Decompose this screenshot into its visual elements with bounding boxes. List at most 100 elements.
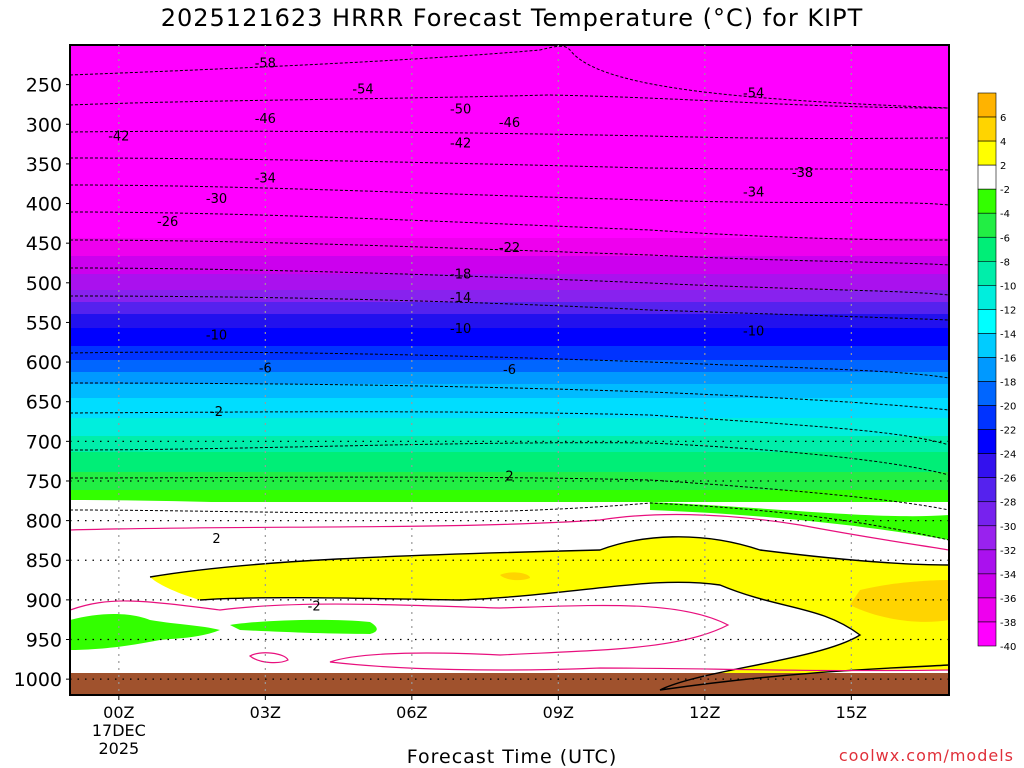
y-tick-label: 650 bbox=[26, 392, 62, 414]
colorbar-label: -28 bbox=[1000, 498, 1016, 509]
contour-label: -42 bbox=[450, 137, 471, 152]
y-tick-label: 300 bbox=[26, 114, 62, 136]
contour-fill bbox=[70, 45, 949, 695]
y-tick-label: 550 bbox=[26, 312, 62, 334]
y-tick-label: 250 bbox=[26, 75, 62, 97]
contour-label: -10 bbox=[450, 322, 471, 337]
contour-label: -38 bbox=[792, 166, 813, 181]
colorbar-label: -2 bbox=[1000, 185, 1010, 196]
y-tick-label: 450 bbox=[26, 233, 62, 255]
x-tick-label: 15Z bbox=[836, 703, 867, 722]
colorbar-swatch bbox=[977, 501, 997, 527]
colorbar-swatch bbox=[977, 92, 997, 118]
contour-label: 2 bbox=[505, 469, 513, 484]
colorbar-label: -30 bbox=[1000, 522, 1016, 533]
x-tick-year: 2025 bbox=[98, 739, 139, 758]
contour-label: -2 bbox=[308, 599, 321, 614]
contour-label: -46 bbox=[255, 112, 276, 127]
colorbar-swatch bbox=[977, 357, 997, 382]
colorbar-label: -4 bbox=[1000, 209, 1010, 220]
y-tick-label: 700 bbox=[26, 431, 62, 453]
colorbar-label: -26 bbox=[1000, 474, 1016, 485]
colorbar-label: -8 bbox=[1000, 257, 1010, 268]
colorbar-swatch bbox=[977, 212, 997, 238]
y-tick-label: 600 bbox=[26, 352, 62, 374]
colorbar-label: -16 bbox=[1000, 353, 1016, 364]
colorbar-label: -14 bbox=[1000, 329, 1016, 340]
colorbar-swatch bbox=[977, 597, 997, 623]
colorbar-label: -20 bbox=[1000, 402, 1016, 413]
contour-label: -54 bbox=[352, 83, 373, 98]
colorbar-label: -18 bbox=[1000, 378, 1016, 389]
contour-lines bbox=[70, 45, 949, 691]
x-tick-label: 06Z bbox=[396, 703, 427, 722]
colorbar-label: 6 bbox=[1000, 113, 1006, 124]
contour-label: -6 bbox=[259, 362, 272, 377]
colorbar-swatch bbox=[977, 164, 997, 190]
contour-label: -26 bbox=[157, 215, 178, 230]
colorbar-swatch bbox=[977, 285, 997, 310]
contour-label: -46 bbox=[499, 116, 520, 131]
x-tick-label: 12Z bbox=[689, 703, 720, 722]
y-tick-label: 350 bbox=[26, 154, 62, 176]
colorbar-label: 4 bbox=[1000, 137, 1006, 148]
contour-label: -34 bbox=[255, 171, 276, 186]
y-tick-label: 500 bbox=[26, 273, 62, 295]
colorbar-label: -34 bbox=[1000, 570, 1016, 581]
x-tick-label: 09Z bbox=[543, 703, 574, 722]
y-tick-label: 950 bbox=[26, 630, 62, 652]
colorbar-swatch bbox=[977, 333, 997, 358]
y-tick-label: 1000 bbox=[14, 669, 62, 691]
colorbar-swatch bbox=[977, 140, 997, 166]
contour-labels: -58 -54 -54 -50 -46 -46 -42 -42 -38 -34 -34 -30 -26 -… bbox=[108, 56, 813, 614]
contour-label: 2 bbox=[212, 532, 220, 547]
contour-label: -50 bbox=[450, 102, 471, 117]
colorbar-swatch bbox=[977, 525, 997, 551]
contour-label: -14 bbox=[450, 291, 471, 306]
y-tick-label: 900 bbox=[26, 590, 62, 612]
contour-label: -18 bbox=[450, 267, 471, 282]
x-tick-date: 17DEC bbox=[92, 721, 146, 740]
contour-label: -2 bbox=[210, 405, 223, 420]
colorbar-label: -36 bbox=[1000, 594, 1016, 605]
contour-label: -10 bbox=[743, 324, 764, 339]
contour-label: -30 bbox=[206, 192, 227, 207]
colorbar-label: -10 bbox=[1000, 281, 1016, 292]
y-tick-label: 850 bbox=[26, 550, 62, 572]
colorbar-swatch bbox=[977, 621, 997, 647]
colorbar-swatch bbox=[977, 309, 997, 334]
contour-label: -10 bbox=[206, 328, 227, 343]
contour-label: -54 bbox=[743, 87, 764, 102]
colorbar-label: -6 bbox=[1000, 233, 1010, 244]
colorbar-label: -12 bbox=[1000, 305, 1016, 316]
colorbar-swatch bbox=[977, 573, 997, 599]
x-tick-label: 03Z bbox=[250, 703, 281, 722]
contour-label: -22 bbox=[499, 241, 520, 256]
colorbar-label: -24 bbox=[1000, 450, 1016, 461]
y-tick-label: 800 bbox=[26, 511, 62, 533]
colorbar-label: -40 bbox=[1000, 642, 1016, 653]
colorbar-label: -32 bbox=[1000, 546, 1016, 557]
site-credit[interactable]: coolwx.com/models bbox=[838, 746, 1014, 765]
colorbar-swatch bbox=[977, 116, 997, 142]
colorbar-swatch bbox=[977, 188, 997, 214]
colorbar: 6 4 2 -2 -4 -6 -8 -10 -12 -14 -16 -18 -20 -22 -24 -26 -2… bbox=[977, 92, 1016, 653]
colorbar-swatch bbox=[977, 477, 997, 503]
contour-label: -34 bbox=[743, 186, 764, 201]
colorbar-swatch bbox=[977, 405, 997, 430]
colorbar-label: 2 bbox=[1000, 161, 1006, 172]
colorbar-swatch bbox=[977, 261, 997, 286]
x-tick-label: 00Z bbox=[103, 703, 134, 722]
chart-title: 2025121623 HRRR Forecast Temperature (°C… bbox=[160, 4, 864, 32]
x-axis-label: Forecast Time (UTC) bbox=[406, 746, 618, 768]
y-axis: 250 300 350 400 450 500 550 600 650 700 750 800 850 9… bbox=[14, 75, 70, 691]
colorbar-swatch bbox=[977, 549, 997, 575]
y-tick-label: 750 bbox=[26, 471, 62, 493]
colorbar-swatch bbox=[977, 236, 997, 262]
contour-label: -42 bbox=[108, 129, 129, 144]
colorbar-swatch bbox=[977, 381, 997, 406]
colorbar-swatch bbox=[977, 453, 997, 478]
contour-label: -58 bbox=[255, 56, 276, 71]
colorbar-label: -22 bbox=[1000, 426, 1016, 437]
